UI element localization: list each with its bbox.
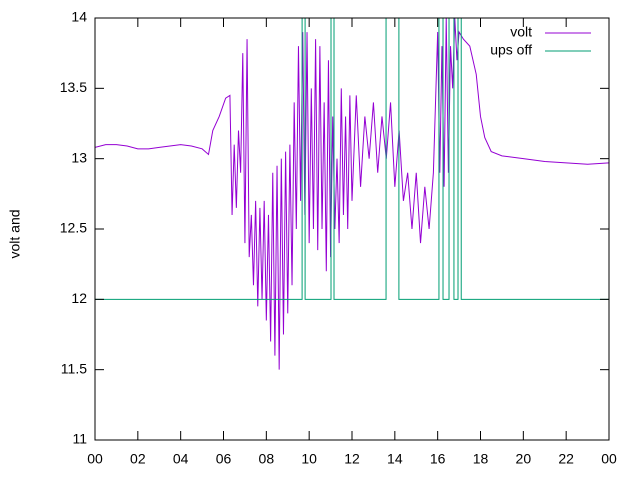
y-tick-label: 13 [71,149,87,165]
y-tick-label: 11 [72,431,87,447]
legend-label: ups off [490,42,532,58]
legend-label: volt [510,24,532,40]
x-tick-label: 06 [216,451,232,467]
y-axis-label: volt and [7,209,23,258]
x-tick-label: 22 [558,451,574,467]
x-tick-label: 02 [130,451,146,467]
x-tick-label: 14 [387,451,403,467]
y-tick-label: 11.5 [61,360,87,376]
series-line [95,18,609,370]
x-tick-label: 00 [601,451,617,467]
x-tick-label: 20 [516,451,532,467]
plot-area [95,18,609,370]
x-tick-label: 00 [87,451,103,467]
plot-frame [94,17,610,441]
series-line [95,18,609,300]
x-tick-label: 12 [344,451,360,467]
x-tick-label: 16 [430,451,446,467]
y-tick-label: 13.5 [60,79,87,95]
x-tick-label: 18 [473,451,489,467]
y-tick-label: 12.5 [60,220,87,236]
x-tick-label: 08 [259,451,275,467]
x-tick-label: 04 [173,451,189,467]
x-tick-label: 10 [301,451,317,467]
y-tick-label: 12 [71,290,87,306]
y-tick-label: 14 [71,9,87,25]
